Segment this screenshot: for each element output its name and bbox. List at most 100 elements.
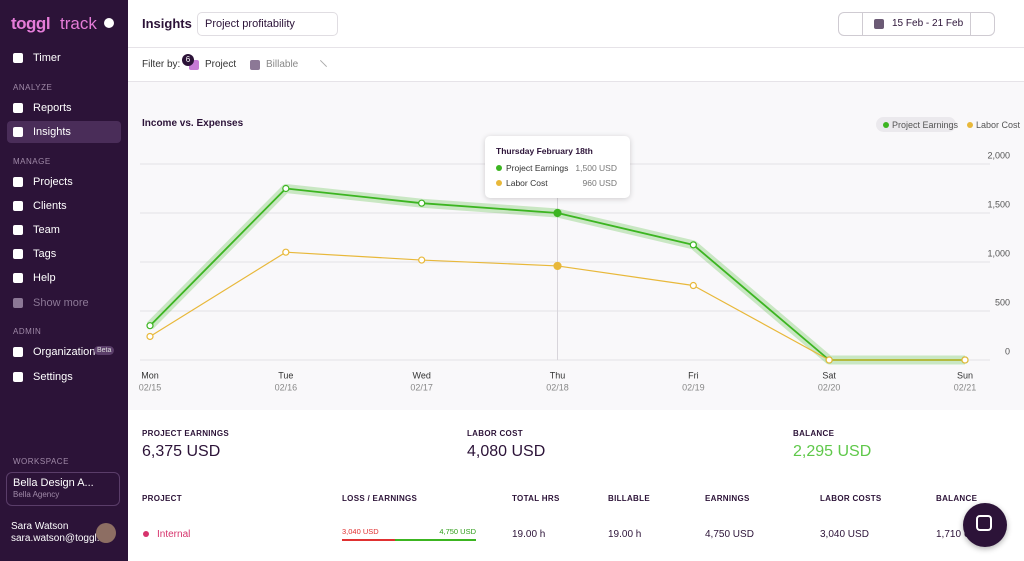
earnings-label: 4,750 USD [439, 527, 476, 536]
column-header[interactable]: TOTAL HRS [512, 494, 560, 503]
loss-label: 3,040 USD [342, 527, 379, 536]
column-header[interactable]: PROJECT [142, 494, 182, 503]
point [553, 261, 562, 271]
legend-dot [967, 122, 973, 128]
divider [128, 81, 1024, 82]
x-tick-date: 02/21 [954, 382, 977, 392]
summary-label: LABOR COST [467, 429, 523, 438]
icon [13, 225, 23, 235]
x-tick-label: Sat [822, 370, 836, 380]
filter-item[interactable]: Project [205, 59, 237, 70]
icon [13, 372, 23, 382]
divider [128, 47, 1024, 48]
chat-button[interactable] [963, 503, 1007, 547]
filter-count: 6 [182, 54, 194, 66]
nav-item[interactable]: Clients [33, 200, 67, 212]
icon [13, 103, 23, 113]
summary-label: PROJECT EARNINGS [142, 429, 230, 438]
icon [13, 249, 23, 259]
divider [862, 12, 863, 36]
point [689, 281, 697, 290]
active-item [7, 121, 121, 143]
x-tick-date: 02/16 [275, 382, 298, 392]
x-tick-label: Thu [550, 370, 566, 380]
nav-item[interactable]: Insights [33, 126, 71, 138]
cell: 19.00 h [608, 529, 642, 540]
tooltip [485, 136, 630, 198]
column-header[interactable]: EARNINGS [705, 494, 750, 503]
column-header[interactable]: BILLABLE [608, 494, 650, 503]
x-tick-label: Fri [688, 370, 699, 380]
clear-filter[interactable] [319, 59, 328, 68]
nav-item[interactable]: Projects [33, 176, 73, 188]
point [553, 208, 562, 218]
cell: 4,750 USD [705, 529, 754, 540]
column-header[interactable]: BALANCE [936, 494, 978, 503]
tooltip-dot [496, 180, 502, 186]
point [282, 184, 290, 193]
tooltip-value: 1,500 USD [575, 163, 617, 173]
point [282, 248, 290, 256]
nav-item[interactable]: Team [33, 224, 60, 236]
nav-item[interactable]: Show more [33, 297, 89, 309]
nav-item[interactable]: Tags [33, 248, 57, 260]
x-tick-date: 02/18 [546, 382, 569, 392]
legend-label[interactable]: Labor Cost [976, 120, 1021, 130]
tooltip-name: Labor Cost [506, 178, 548, 188]
summary-value: 6,375 USD [142, 443, 221, 460]
icon [13, 347, 23, 357]
icon [250, 60, 260, 70]
project-name: Internal [157, 529, 191, 540]
nav-item[interactable]: Help [33, 272, 56, 284]
column-header[interactable]: LOSS / EARNINGS [342, 494, 418, 503]
filter-label: Filter by: [142, 59, 181, 70]
y-tick-label: 0 [1005, 346, 1010, 356]
workspace-org: Bella Agency [13, 490, 60, 499]
nav-item[interactable]: Timer [33, 52, 61, 64]
legend-pill [876, 117, 956, 132]
icon [13, 201, 23, 211]
nav-item[interactable]: Organization [33, 346, 96, 358]
logo: toggl [11, 14, 51, 33]
chart: 0 500 1,000 1,500 2,000 Mon 02/15 Tue 02/16 Wed 02… [139, 142, 1010, 392]
y-tick-label: 500 [995, 297, 1010, 307]
report-select[interactable] [197, 12, 338, 36]
column-header[interactable]: LABOR COSTS [820, 494, 882, 503]
icon [13, 53, 23, 63]
logo: track [60, 14, 97, 33]
y-tick-label: 1,500 [987, 199, 1010, 209]
filter-item[interactable]: Billable [266, 59, 299, 70]
date-control[interactable] [838, 12, 995, 36]
icon [13, 127, 23, 137]
section-label: ANALYZE [13, 83, 53, 92]
x-tick-label: Wed [412, 370, 430, 380]
y-tick-label: 2,000 [987, 150, 1010, 160]
icon [874, 19, 884, 29]
legend-dot [883, 122, 889, 128]
section-label: ADMIN [13, 327, 42, 336]
tooltip-name: Project Earnings [506, 163, 569, 173]
tooltip-value: 960 USD [582, 178, 618, 188]
icon [13, 177, 23, 187]
point [146, 322, 154, 330]
x-tick-label: Tue [278, 370, 293, 380]
y-tick-label: 1,000 [987, 248, 1010, 258]
section-label: WORKSPACE [13, 457, 69, 466]
x-tick-date: 02/19 [682, 382, 705, 392]
divider [970, 12, 971, 36]
nav-item[interactable]: Reports [33, 102, 72, 114]
workspace-box[interactable] [6, 472, 120, 506]
cell: 3,040 USD [820, 529, 869, 540]
avatar [96, 523, 116, 543]
project-dot [143, 531, 149, 537]
summary-value: 2,295 USD [793, 443, 872, 460]
legend-label[interactable]: Project Earnings [892, 120, 959, 130]
loss-bar [342, 539, 395, 541]
nav-item[interactable]: Settings [33, 371, 73, 383]
cell: 19.00 h [512, 529, 546, 540]
workspace-name: Bella Design A... [13, 477, 94, 489]
summary-label: BALANCE [793, 429, 835, 438]
user-email: sara.watson@toggl... [11, 533, 106, 544]
x-tick-date: 02/20 [818, 382, 841, 392]
x-tick-date: 02/17 [410, 382, 433, 392]
